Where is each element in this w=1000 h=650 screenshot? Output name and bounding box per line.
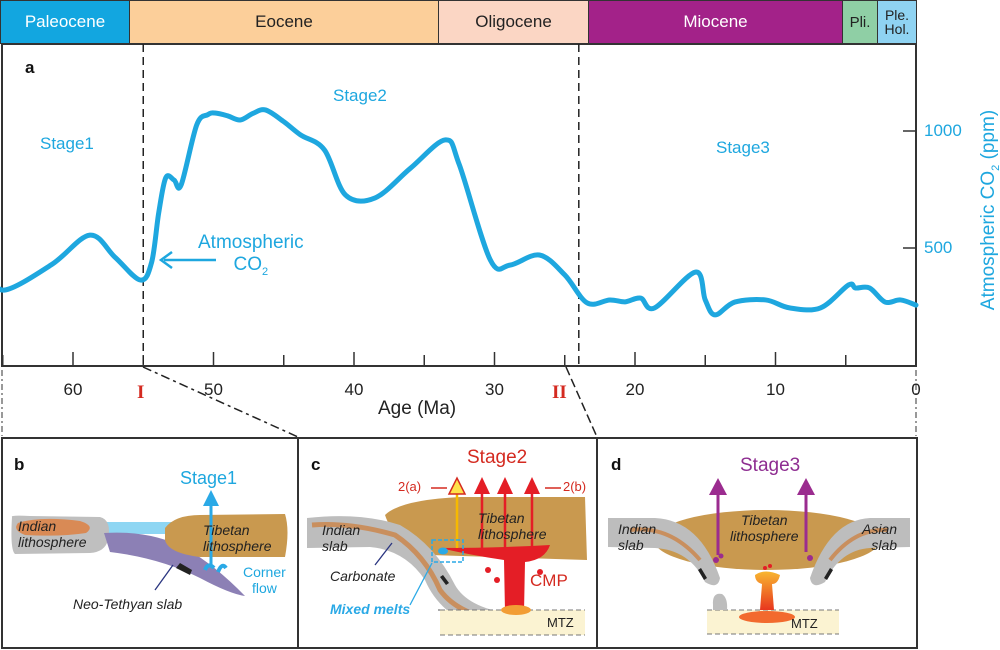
stage2-label: Stage2 — [333, 86, 387, 105]
indian-crust-layer — [629, 527, 702, 562]
x-ticks — [2, 352, 917, 365]
label-2b: 2(b) — [563, 479, 587, 494]
y-tick-label-1000: 1000 — [924, 121, 962, 140]
tibetan-lithosphere-label: Tibetan lithosphere — [203, 522, 272, 554]
melt-droplet — [494, 577, 500, 583]
mixed-melts-blob — [438, 547, 448, 555]
slab-motion-arrow — [176, 563, 192, 575]
arrow-2b-head — [497, 477, 513, 494]
co2-label-line2: CO2 — [233, 254, 269, 278]
panel-c-stage-label: Stage2 — [467, 447, 528, 468]
indian-slab-shape — [608, 518, 720, 586]
stage3-label: Stage3 — [716, 138, 770, 157]
panel-d-diagram — [608, 478, 910, 635]
carbonate-label: Carbonate — [330, 568, 396, 584]
arrow-2a-head — [447, 476, 467, 495]
indian-lithosphere-label: Indian lithosphere — [18, 518, 87, 550]
stage3-arrowhead — [709, 478, 727, 495]
boundary-label-II: II — [552, 382, 567, 403]
co2-curve-label: Atmospheric CO2 — [198, 232, 304, 283]
co2-label-arrowhead — [158, 250, 173, 270]
plume-shape — [755, 571, 780, 610]
asian-crust-layer — [828, 527, 889, 562]
co2-curve-line — [0, 107, 919, 318]
y-axis-label: Atmospheric CO2 (ppm) — [978, 109, 1000, 311]
indian-slab-motion-arrow — [698, 568, 707, 580]
slab-remnant — [712, 593, 728, 610]
tibetan-lithosphere-label: Tibetan lithosphere — [730, 512, 799, 544]
epoch-oligocene: Oligocene — [438, 0, 589, 44]
panel-c-letter: c — [311, 455, 321, 474]
cmp-label: CMP — [530, 571, 568, 590]
co2-label-line1: Atmospheric — [198, 232, 304, 253]
panel-c-diagram — [307, 476, 587, 636]
indian-slab-label: Indian slab — [618, 521, 657, 553]
mixed-melts-box — [431, 539, 464, 563]
x-tick-label: 30 — [485, 380, 504, 399]
melt-droplet — [713, 557, 719, 563]
neo-tethyan-slab-shape — [104, 532, 245, 596]
panel-a-letter: a — [25, 58, 35, 77]
x-tick-label: 0 — [911, 380, 921, 399]
cmp-plume-shape — [440, 545, 550, 612]
stage3-arrowhead — [797, 478, 815, 495]
arrow-2b-head — [474, 477, 490, 494]
mtz-melt-pocket — [501, 605, 531, 615]
melt-droplet — [807, 555, 813, 561]
indian-crust-shape — [16, 518, 90, 536]
neo-tethyan-slab-label: Neo-Tethyan slab — [73, 596, 183, 612]
corner-flow-drops — [203, 563, 228, 573]
boundary-label-I: I — [137, 382, 145, 403]
corner-flow-label: Corner flow — [243, 564, 286, 596]
slab-motion-arrow — [440, 575, 449, 585]
x-tick-label: 20 — [625, 380, 645, 399]
mixed-melts-label: Mixed melts — [330, 601, 411, 617]
mtz-label: MTZ — [791, 616, 818, 631]
plot-frame — [1, 43, 917, 367]
mtz-melt-pocket — [739, 611, 795, 623]
panel-b-diagram — [11, 490, 288, 596]
x-tick-label: 50 — [204, 380, 223, 399]
x-axis-label: Age (Ma) — [378, 398, 457, 419]
mtz-label: MTZ — [547, 615, 574, 630]
y-tick-label-500: 500 — [924, 238, 953, 257]
connector-line-I — [142, 366, 299, 438]
epoch-pliocene: Pli. — [842, 0, 878, 44]
x-tick-label: 60 — [63, 380, 83, 399]
panel-b-letter: b — [14, 455, 25, 474]
indian-slab-label: Indian slab — [322, 522, 361, 554]
arrow-2b-head — [524, 477, 540, 494]
epoch-paleocene: Paleocene — [0, 0, 130, 44]
asian-slab-motion-arrow — [824, 568, 833, 580]
melt-droplet — [485, 567, 491, 573]
tibetan-lithosphere-shape — [165, 514, 288, 557]
slab-pointer-arrow — [154, 564, 174, 591]
tibetan-lithosphere-shape — [385, 497, 587, 560]
panel-d-frame — [596, 437, 918, 649]
indian-slab-shape — [307, 516, 542, 633]
melt-droplet — [537, 569, 543, 575]
panel-d-stage-label: Stage3 — [740, 455, 801, 476]
asian-slab-label: Asian slab — [862, 521, 898, 553]
asian-slab-shape — [810, 518, 910, 586]
x-tick-label: 10 — [766, 380, 785, 399]
stage1-label: Stage1 — [40, 134, 94, 153]
melt-droplet — [718, 553, 724, 559]
y-ticks — [903, 130, 916, 249]
epoch-pleistocene-holocene: Ple. Hol. — [877, 0, 917, 44]
stage1-arrowhead — [203, 490, 219, 506]
melt-droplet — [768, 564, 772, 568]
panel-d-letter: d — [611, 455, 622, 474]
carbonate-pointer — [374, 542, 393, 566]
panel-b-stage-label: Stage1 — [180, 468, 238, 488]
x-tick-label: 40 — [344, 380, 364, 399]
connector-line-II — [565, 366, 598, 438]
label-2a: 2(a) — [398, 479, 422, 494]
tibetan-lithosphere-label: Tibetan lithosphere — [478, 510, 547, 542]
mixed-melts-pointer — [409, 562, 433, 606]
melt-droplet — [763, 566, 767, 570]
